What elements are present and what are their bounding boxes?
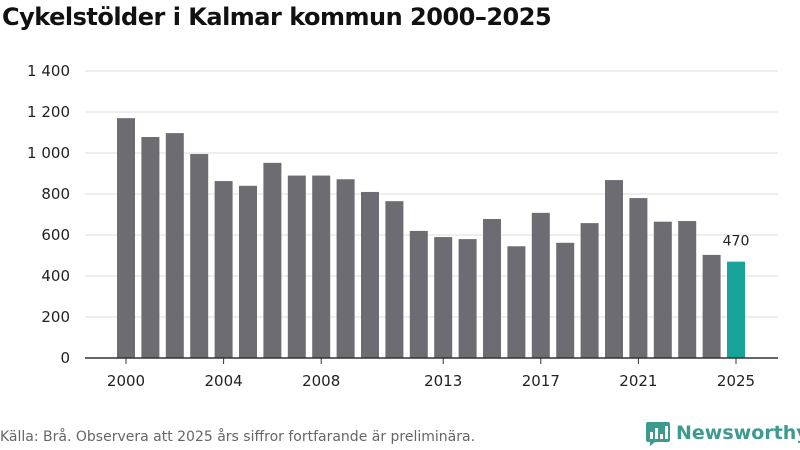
bar [653, 221, 672, 358]
bar [434, 237, 453, 358]
bar [287, 175, 306, 358]
bar [483, 219, 501, 358]
source-note: Källa: Brå. Observera att 2025 års siffr… [0, 429, 476, 445]
bar [312, 175, 331, 358]
bar [531, 212, 550, 358]
x-tick-label: 2004 [205, 372, 243, 390]
x-tick-label: 2008 [302, 372, 340, 390]
newsworthy-bar-chart-icon [646, 422, 670, 446]
bar [629, 198, 648, 358]
x-tick-label: 2017 [522, 372, 560, 390]
bar [214, 181, 233, 358]
bar [556, 242, 575, 358]
x-tick-label: 2000 [107, 372, 145, 390]
x-tick-label: 2021 [619, 372, 657, 390]
bar [678, 221, 697, 358]
bar [263, 162, 282, 358]
y-tick-label: 800 [41, 185, 70, 203]
chart-title: Cykelstölder i Kalmar kommun 2000–2025 [2, 3, 552, 31]
y-tick-label: 200 [41, 308, 70, 326]
x-tick-label: 2025 [717, 372, 755, 390]
y-tick-label: 1 200 [27, 103, 70, 121]
bar [165, 133, 184, 358]
bar [141, 137, 160, 358]
bar [117, 118, 135, 359]
data-label: 470 [723, 234, 750, 250]
bar [702, 254, 721, 358]
data-labels: 470 [723, 234, 750, 250]
x-tick-label: 2013 [424, 372, 462, 390]
bar [385, 201, 404, 358]
brand-logo[interactable]: Newsworthy [645, 420, 800, 446]
bar [458, 239, 477, 358]
bar [605, 180, 623, 358]
y-tick-label: 1 000 [27, 144, 70, 162]
x-axis-tick-labels: 2000 2004 2008 2013 2017 2021 2025 [107, 358, 755, 390]
gridlines [85, 70, 778, 318]
bar [336, 179, 355, 358]
bar [361, 191, 379, 358]
brand-name: Newsworthy [676, 422, 800, 444]
bar [190, 154, 209, 358]
bar [580, 223, 599, 358]
bar [409, 230, 428, 358]
y-axis-tick-labels: 0 200 400 600 800 1 000 1 200 1 400 [27, 62, 70, 367]
y-tick-label: 0 [60, 349, 70, 367]
bar [727, 261, 745, 358]
bars [117, 118, 745, 359]
bar [507, 246, 526, 358]
bar [239, 185, 257, 358]
y-tick-label: 400 [41, 267, 70, 285]
y-tick-label: 1 400 [27, 62, 70, 80]
y-tick-label: 600 [41, 226, 70, 244]
